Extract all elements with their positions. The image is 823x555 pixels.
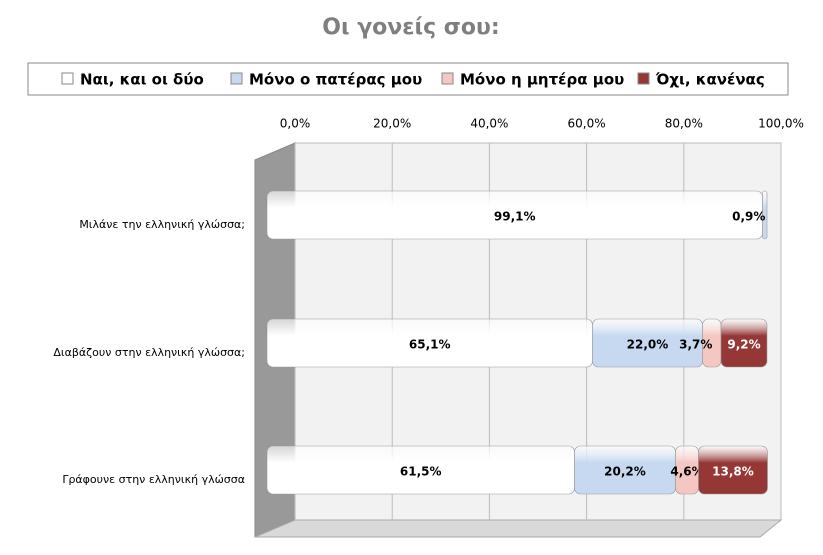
x-tick-label: 100,0% <box>758 117 804 131</box>
y-tick-label: Γράφουνε στην ελληνική γλώσσα <box>62 473 245 486</box>
data-label: 99,1% <box>494 210 536 224</box>
floor <box>254 519 783 538</box>
data-label: 13,8% <box>712 465 754 479</box>
x-tick-label: 60,0% <box>568 117 606 131</box>
x-tick-label: 20,0% <box>373 117 411 131</box>
legend-label: Μόνο η μητέρα μου <box>460 71 624 89</box>
x-tick-label: 40,0% <box>470 117 508 131</box>
data-label: 65,1% <box>409 338 451 352</box>
chart-title: Οι γονείς σου: <box>322 15 499 40</box>
legend-swatch <box>637 72 650 85</box>
bar-segment <box>698 445 768 495</box>
x-tick-label: 0,0% <box>280 117 311 131</box>
y-tick-label: Διαβάζουν στην ελληνική γλώσσα; <box>53 346 245 359</box>
legend-swatch <box>441 72 454 85</box>
bar-segment <box>720 318 768 368</box>
data-label: 0,9% <box>732 210 765 224</box>
legend-box <box>27 62 789 96</box>
data-label: 22,0% <box>627 338 669 352</box>
bar-segment <box>762 190 768 240</box>
legend-label: Όχι, κανένας <box>655 71 765 89</box>
data-label: 20,2% <box>604 465 646 479</box>
legend-label: Ναι, και οι δύο <box>80 71 204 89</box>
legend-label: Μόνο ο πατέρας μου <box>249 71 422 89</box>
data-label: 3,7% <box>679 338 712 352</box>
legend-swatch <box>230 72 243 85</box>
data-label: 9,2% <box>727 338 760 352</box>
legend-swatch <box>61 72 74 85</box>
data-label: 4,6% <box>670 465 703 479</box>
data-label: 61,5% <box>400 465 442 479</box>
y-tick-label: Μιλάνε την ελληνική γλώσσα; <box>79 218 245 231</box>
x-tick-label: 80,0% <box>665 117 703 131</box>
